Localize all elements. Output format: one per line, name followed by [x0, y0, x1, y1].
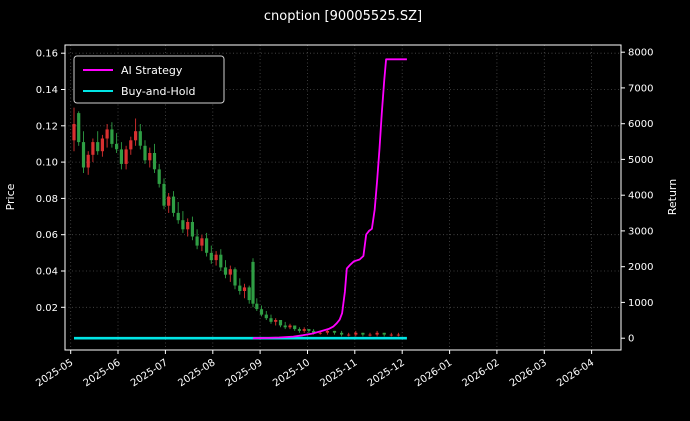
- candle-body: [119, 149, 123, 164]
- candle-body: [312, 330, 316, 333]
- candle-body: [152, 153, 157, 170]
- candle-body: [219, 254, 223, 268]
- return-tick-label: 4000: [628, 191, 653, 202]
- candle-body: [138, 131, 142, 146]
- candle-body: [72, 124, 76, 141]
- buy-and-hold-legend-label: Buy-and-Hold: [121, 85, 196, 98]
- candle-body: [293, 325, 297, 330]
- candle-body: [176, 212, 180, 221]
- candle-body: [307, 329, 311, 331]
- candle-body: [228, 269, 232, 275]
- candle-body: [181, 220, 185, 230]
- candle-body: [223, 267, 228, 275]
- candle-body: [354, 332, 358, 335]
- candle-body: [77, 113, 81, 143]
- candle-body: [332, 330, 337, 333]
- candle-body: [209, 252, 213, 261]
- chart-title: cnoption [90005525.SZ]: [264, 9, 422, 24]
- candle-body: [124, 149, 128, 164]
- candle-body: [214, 254, 218, 261]
- price-tick-label: 0.04: [36, 267, 58, 278]
- candle-body: [251, 261, 255, 304]
- candle-body: [148, 153, 152, 161]
- candle-body: [283, 325, 287, 328]
- candle-body: [347, 334, 351, 336]
- candle-body: [86, 154, 90, 168]
- candle-body: [389, 334, 393, 336]
- legend: AI Strategy Buy-and-Hold: [73, 55, 225, 104]
- candle-body: [167, 196, 171, 206]
- candle-body: [288, 325, 292, 328]
- candle-body: [264, 314, 268, 319]
- return-tick-label: 8000: [628, 48, 653, 59]
- candle-body: [382, 332, 386, 335]
- candle-body: [81, 142, 86, 168]
- candle-body: [340, 332, 344, 335]
- price-tick-label: 0.08: [36, 194, 58, 205]
- ai-strategy-line: [252, 58, 407, 340]
- candle-body: [134, 131, 138, 141]
- candle-body: [368, 334, 372, 336]
- candle-body: [396, 334, 400, 336]
- candle-body: [143, 145, 147, 161]
- candle-body: [96, 142, 100, 152]
- candle-body: [190, 222, 194, 237]
- candle-body: [375, 332, 379, 335]
- series-layer: [72, 58, 407, 340]
- candle-body: [110, 129, 114, 144]
- candle-body: [105, 129, 109, 139]
- candle-body: [278, 320, 283, 326]
- price-axis-label: Price: [4, 183, 17, 210]
- candle-body: [162, 183, 166, 206]
- price-tick-label: 0.10: [36, 158, 58, 169]
- candle-body: [115, 143, 119, 150]
- return-tick-label: 6000: [628, 119, 653, 130]
- candle-body: [186, 222, 190, 230]
- candle-body: [233, 269, 237, 286]
- candle-body: [318, 332, 322, 334]
- candle-body: [255, 303, 259, 310]
- candle-body: [91, 142, 95, 155]
- candle-body: [274, 320, 278, 322]
- candle-body: [200, 238, 204, 246]
- return-tick-label: 7000: [628, 83, 653, 94]
- return-tick-label: 0: [628, 334, 634, 345]
- return-axis-label: Return: [666, 179, 679, 216]
- return-tick-label: 3000: [628, 226, 653, 237]
- candle-body: [302, 329, 306, 331]
- price-tick-label: 0.02: [36, 303, 58, 314]
- candle-body: [157, 169, 161, 184]
- candle-body: [361, 332, 365, 335]
- candle-body: [297, 329, 301, 331]
- return-tick-label: 1000: [628, 298, 653, 309]
- candle-body: [269, 318, 273, 322]
- candle-body: [205, 238, 209, 253]
- candle-body: [247, 287, 251, 301]
- candle-body: [259, 309, 264, 315]
- candle-body: [238, 285, 242, 291]
- return-tick-label: 5000: [628, 155, 653, 166]
- price-tick-label: 0.12: [36, 121, 58, 132]
- candle-body: [195, 236, 199, 246]
- price-tick-label: 0.06: [36, 230, 58, 241]
- plot-border: [64, 44, 622, 351]
- candle-body: [100, 138, 104, 152]
- ai-strategy-legend-label: AI Strategy: [121, 64, 183, 77]
- price-tick-label: 0.16: [36, 49, 58, 60]
- candle-body: [171, 196, 176, 213]
- candle-body: [242, 287, 247, 291]
- price-tick-label: 0.14: [36, 85, 58, 96]
- candle-body: [325, 330, 329, 333]
- candle-body: [129, 140, 133, 150]
- return-tick-label: 2000: [628, 262, 653, 273]
